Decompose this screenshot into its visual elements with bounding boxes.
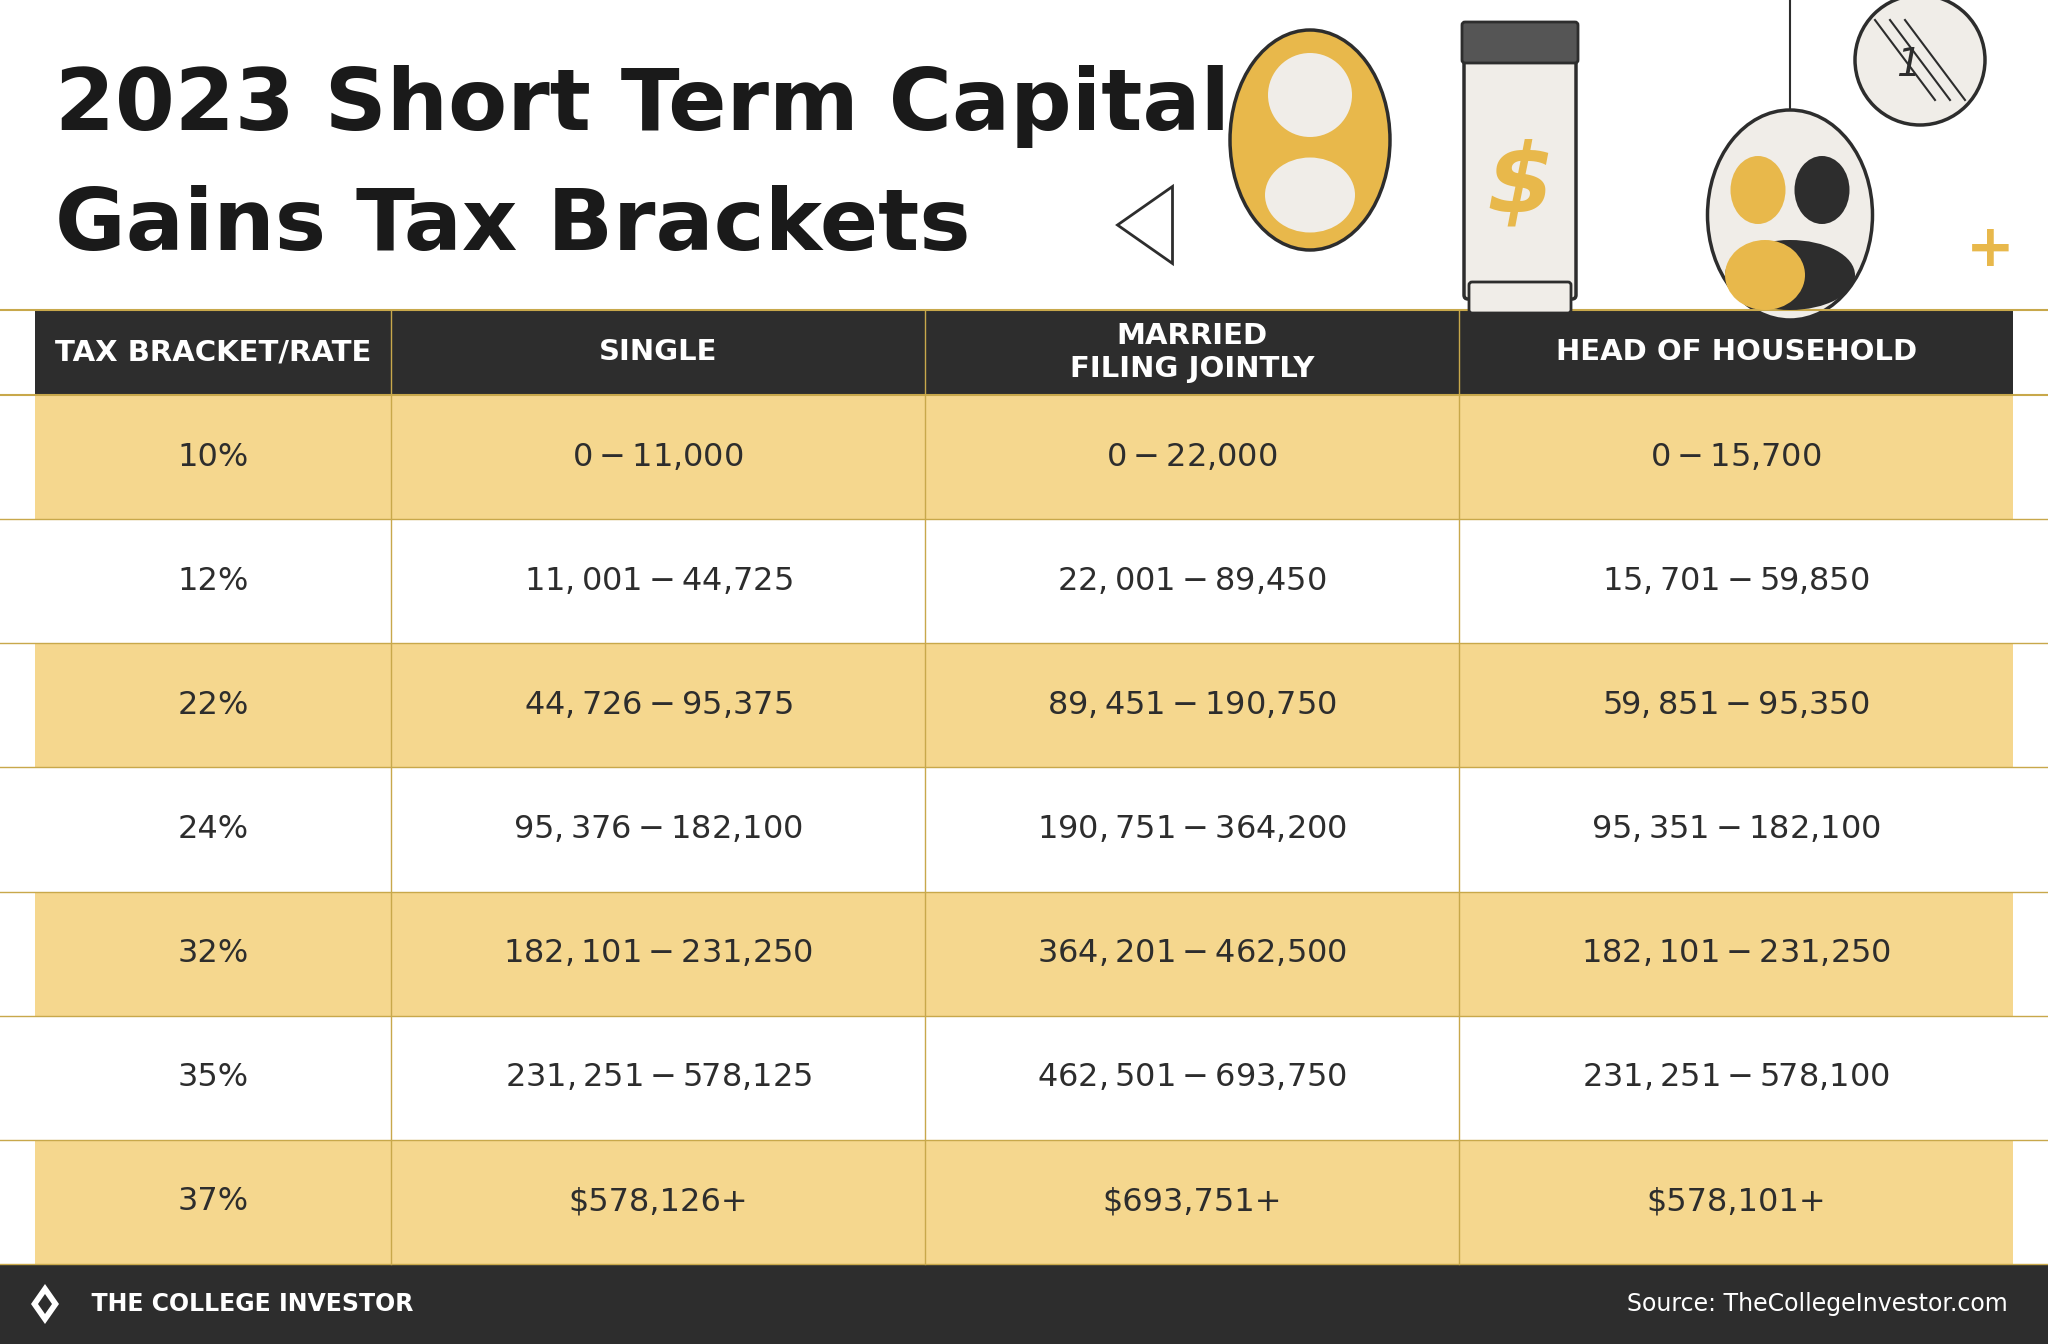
Ellipse shape (1724, 241, 1855, 310)
Text: $95,376 - $182,100: $95,376 - $182,100 (514, 814, 803, 845)
Text: $462,501 - $693,750: $462,501 - $693,750 (1036, 1062, 1348, 1093)
Text: HEAD OF HOUSEHOLD: HEAD OF HOUSEHOLD (1556, 339, 1917, 367)
Text: 24%: 24% (178, 814, 248, 845)
Bar (926, 310, 1458, 395)
Text: $578,101+: $578,101+ (1647, 1187, 1827, 1218)
Text: $231,251 - $578,125: $231,251 - $578,125 (504, 1062, 811, 1093)
Ellipse shape (1731, 156, 1786, 224)
Bar (1458, 519, 2013, 644)
Bar (35, 767, 391, 891)
Text: SINGLE: SINGLE (598, 339, 717, 367)
Text: 37%: 37% (178, 1187, 248, 1218)
Text: 12%: 12% (178, 566, 248, 597)
FancyBboxPatch shape (1462, 22, 1579, 63)
Bar (391, 395, 926, 519)
Text: 10%: 10% (178, 442, 248, 473)
Text: 1: 1 (1896, 46, 1921, 83)
Polygon shape (31, 1284, 59, 1324)
Bar (1458, 767, 2013, 891)
Ellipse shape (1231, 30, 1391, 250)
Text: MARRIED
FILING JOINTLY: MARRIED FILING JOINTLY (1069, 323, 1315, 383)
Text: 22%: 22% (178, 689, 248, 720)
Text: $95,351 - $182,100: $95,351 - $182,100 (1591, 814, 1880, 845)
Bar (35, 395, 391, 519)
Text: Source: TheCollegeInvestor.com: Source: TheCollegeInvestor.com (1628, 1292, 2007, 1316)
Text: $: $ (1487, 138, 1554, 231)
Bar (35, 1016, 391, 1140)
Text: $59,851 - $95,350: $59,851 - $95,350 (1602, 689, 1870, 720)
Polygon shape (39, 1294, 51, 1314)
Bar (1458, 1140, 2013, 1263)
Bar (1458, 310, 2013, 395)
Bar (1458, 891, 2013, 1016)
Text: $182,101 - $231,250: $182,101 - $231,250 (504, 938, 813, 969)
Text: 32%: 32% (178, 938, 248, 969)
Bar (1458, 395, 2013, 519)
FancyBboxPatch shape (1464, 42, 1577, 298)
Text: $190,751 - $364,200: $190,751 - $364,200 (1036, 814, 1348, 845)
Bar (926, 767, 1458, 891)
Bar (1458, 1016, 2013, 1140)
Ellipse shape (1724, 241, 1804, 310)
Text: $89,451 - $190,750: $89,451 - $190,750 (1047, 689, 1337, 720)
Text: $578,126+: $578,126+ (567, 1187, 748, 1218)
Text: $364,201 - $462,500: $364,201 - $462,500 (1036, 938, 1348, 969)
Text: $44,726 - $95,375: $44,726 - $95,375 (524, 689, 793, 720)
Ellipse shape (1794, 156, 1849, 224)
Bar (1458, 644, 2013, 767)
Ellipse shape (1266, 157, 1356, 233)
Text: $15,701 - $59,850: $15,701 - $59,850 (1602, 566, 1870, 597)
Text: $0 - $22,000: $0 - $22,000 (1106, 442, 1278, 473)
Bar (391, 310, 926, 395)
Bar (391, 1016, 926, 1140)
Text: $0 - $11,000: $0 - $11,000 (571, 442, 743, 473)
Text: Gains Tax Brackets: Gains Tax Brackets (55, 185, 971, 267)
Bar (35, 891, 391, 1016)
Text: THE COLLEGE INVESTOR: THE COLLEGE INVESTOR (76, 1292, 414, 1316)
Text: $22,001 - $89,450: $22,001 - $89,450 (1057, 566, 1327, 597)
Bar (391, 519, 926, 644)
Bar (35, 1140, 391, 1263)
FancyBboxPatch shape (1468, 282, 1571, 313)
Text: $0 - $15,700: $0 - $15,700 (1651, 442, 1823, 473)
Circle shape (1268, 52, 1352, 137)
Bar (35, 644, 391, 767)
Bar (926, 1016, 1458, 1140)
Bar (391, 1140, 926, 1263)
Text: +: + (1966, 222, 2015, 278)
Bar (926, 395, 1458, 519)
Bar (35, 310, 391, 395)
Ellipse shape (1708, 110, 1872, 320)
Bar (0, 1263, 2048, 1344)
Bar (926, 519, 1458, 644)
Text: $182,101 - $231,250: $182,101 - $231,250 (1581, 938, 1890, 969)
Bar (926, 1140, 1458, 1263)
Text: 2023 Short Term Capital: 2023 Short Term Capital (55, 65, 1231, 148)
Text: 35%: 35% (178, 1062, 248, 1093)
Text: $231,251 - $578,100: $231,251 - $578,100 (1583, 1062, 1890, 1093)
Bar (391, 891, 926, 1016)
Bar (926, 891, 1458, 1016)
Text: $693,751+: $693,751+ (1102, 1187, 1282, 1218)
Circle shape (1855, 0, 1985, 125)
Bar (35, 519, 391, 644)
Text: TAX BRACKET/RATE: TAX BRACKET/RATE (55, 339, 371, 367)
Bar (391, 644, 926, 767)
Bar (926, 644, 1458, 767)
Text: $11,001 - $44,725: $11,001 - $44,725 (524, 566, 793, 597)
Bar (391, 767, 926, 891)
